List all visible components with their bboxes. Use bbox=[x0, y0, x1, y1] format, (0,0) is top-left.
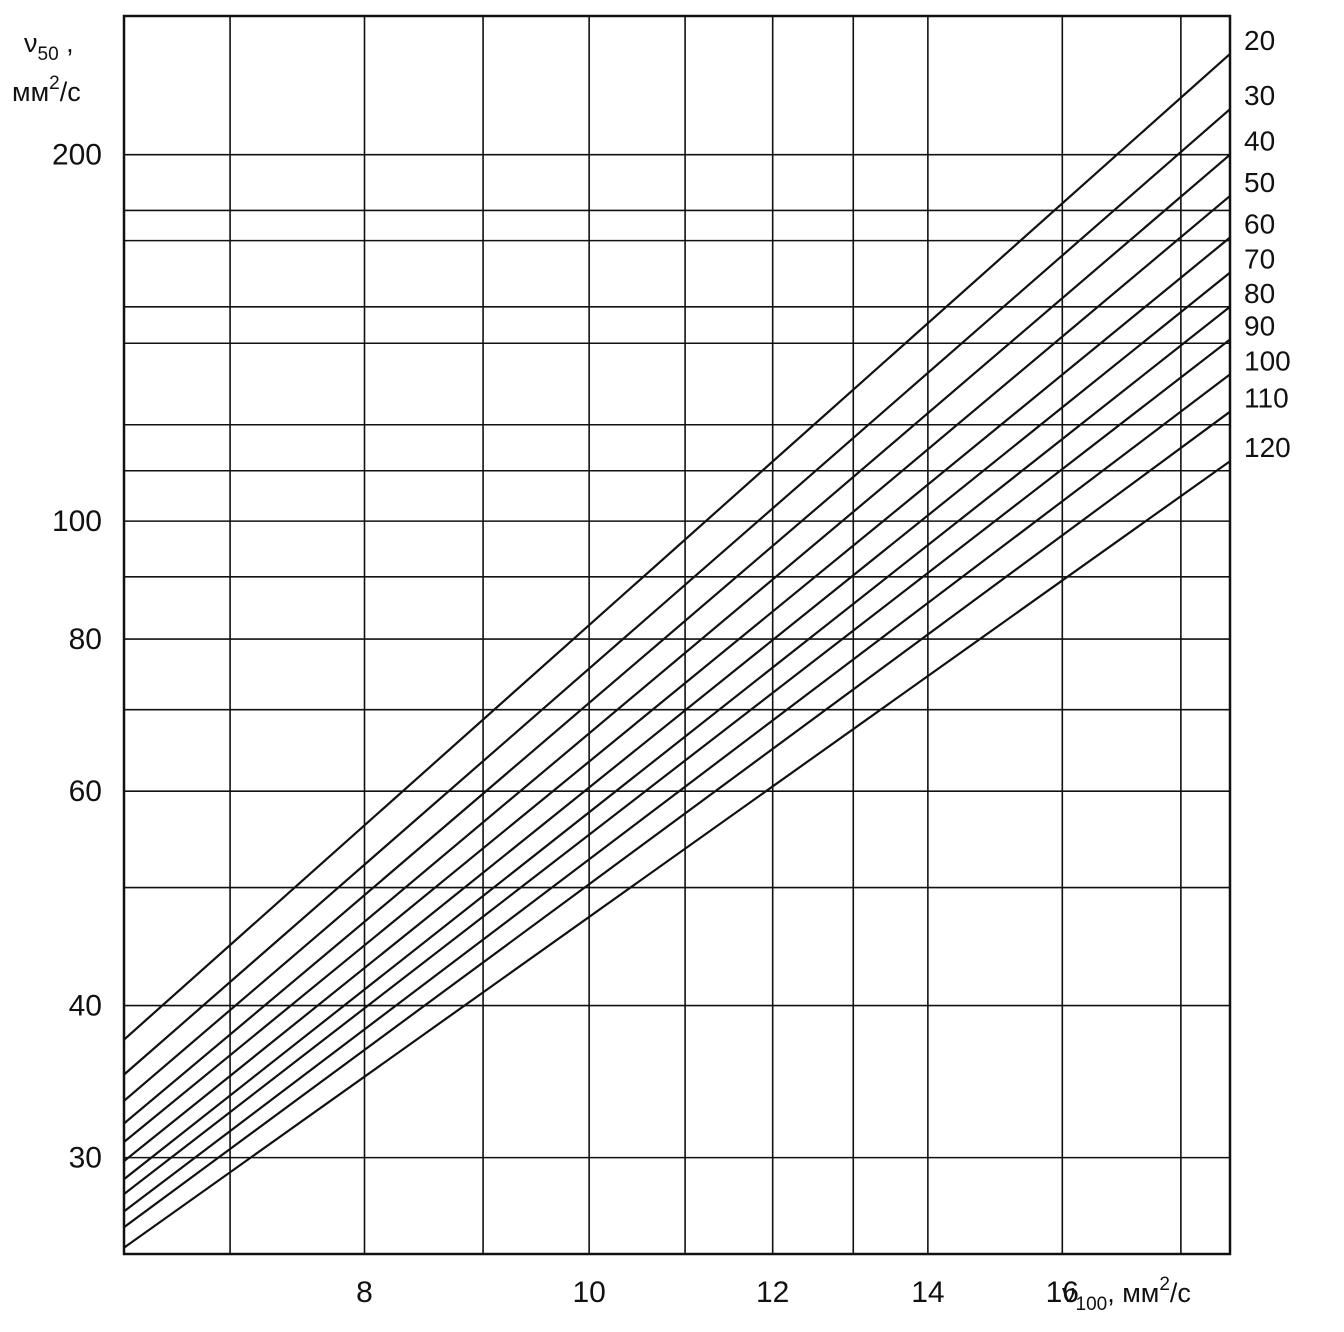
y-tick-labels: 30 40 60 80 100 200 bbox=[52, 139, 102, 1175]
series-label-100: 100 bbox=[1244, 345, 1291, 376]
series-line-90 bbox=[123, 338, 1231, 1195]
y-tick-label-40: 40 bbox=[69, 990, 102, 1023]
grid bbox=[124, 16, 1230, 1254]
series-label-50: 50 bbox=[1244, 167, 1275, 198]
series-line-70 bbox=[123, 271, 1231, 1163]
series-line-40 bbox=[123, 153, 1231, 1102]
series-line-100 bbox=[123, 373, 1231, 1213]
series-label-40: 40 bbox=[1244, 126, 1275, 157]
series-line-20 bbox=[123, 53, 1231, 1041]
plot-frame bbox=[122, 14, 1232, 1256]
series-line-60 bbox=[123, 236, 1231, 1143]
y-tick-label-60: 60 bbox=[69, 775, 102, 808]
y-tick-label-100: 100 bbox=[52, 505, 102, 538]
series-line-110 bbox=[123, 410, 1231, 1229]
x-tick-label-12: 12 bbox=[756, 1276, 789, 1309]
series-line-30 bbox=[123, 108, 1231, 1076]
x-tick-label-16: 16 bbox=[1046, 1276, 1079, 1309]
series-line-80 bbox=[123, 305, 1231, 1181]
series-label-30: 30 bbox=[1244, 80, 1275, 111]
series-label-20: 20 bbox=[1244, 25, 1275, 56]
series-label-60: 60 bbox=[1244, 209, 1275, 240]
x-axis-title: ν100, мм2/с bbox=[1062, 1274, 1191, 1315]
x-axis-title-sub: 100 bbox=[1076, 1294, 1108, 1315]
y-tick-label-30: 30 bbox=[69, 1142, 102, 1175]
x-tick-labels: 8 10 12 14 16 bbox=[356, 1276, 1079, 1309]
series-label-80: 80 bbox=[1244, 278, 1275, 309]
series-line-50 bbox=[123, 195, 1231, 1125]
x-tick-label-8: 8 bbox=[356, 1276, 373, 1309]
y-tick-label-200: 200 bbox=[52, 139, 102, 172]
y-axis-unit: мм2/с bbox=[12, 73, 81, 107]
y-tick-label-80: 80 bbox=[69, 623, 102, 656]
series-label-120: 120 bbox=[1244, 432, 1291, 463]
series-label-110: 110 bbox=[1244, 383, 1289, 414]
y-axis-title: ν50 , bbox=[24, 28, 74, 65]
x-tick-label-10: 10 bbox=[572, 1276, 605, 1309]
series-label-70: 70 bbox=[1244, 244, 1275, 275]
x-axis-title-sup: 2 bbox=[1159, 1274, 1170, 1295]
y-axis-unit-sup: 2 bbox=[49, 73, 60, 94]
series-line-120 bbox=[123, 460, 1231, 1249]
series-lines bbox=[123, 53, 1231, 1249]
y-axis-title-comma: , bbox=[59, 28, 74, 58]
series-label-90: 90 bbox=[1244, 310, 1275, 341]
y-axis-title-sub: 50 bbox=[38, 44, 59, 65]
x-tick-label-14: 14 bbox=[911, 1276, 944, 1309]
